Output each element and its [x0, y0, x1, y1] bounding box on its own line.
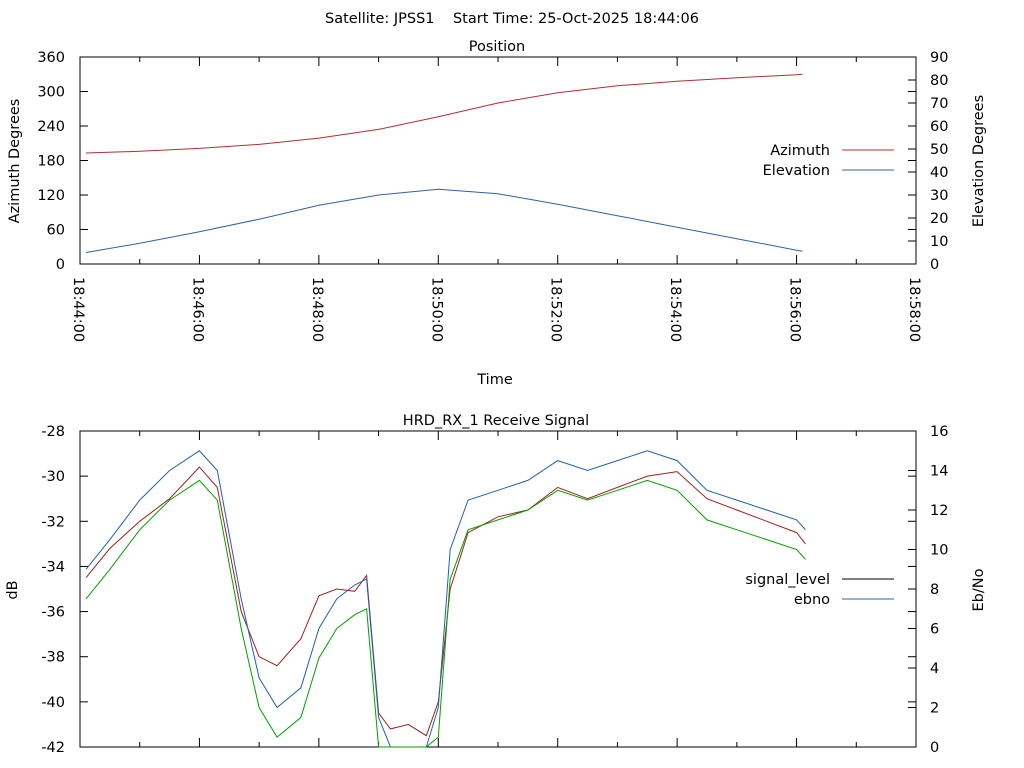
- y-tick-label: 180: [37, 154, 65, 170]
- legend-azimuth-label: Azimuth: [770, 143, 830, 159]
- y-tick-label: -34: [41, 559, 65, 575]
- legend-signal-level-label: signal_level: [745, 572, 830, 588]
- y-tick-label: -30: [41, 469, 65, 485]
- y2-tick-label: 14: [930, 464, 948, 480]
- signal-panel: HRD_RX_1 Receive Signal -42-40-38-36-34-…: [5, 413, 987, 756]
- y-tick-label: 120: [37, 188, 65, 204]
- position-y2-label: Elevation Degrees: [971, 95, 987, 227]
- y-tick-label: 240: [37, 119, 65, 135]
- y-tick-label: -36: [41, 605, 65, 621]
- position-x-label: Time: [476, 372, 513, 388]
- signal-series: [85, 450, 806, 748]
- legend-elevation-label: Elevation: [763, 163, 830, 179]
- signal-y2-ticks: 0 2 4 6 8 10 12 14 16: [908, 424, 948, 756]
- y2-tick-label: 8: [930, 582, 939, 598]
- x-tick-label: 18:48:00: [309, 277, 325, 342]
- y2-tick-label: 40: [930, 165, 948, 181]
- y2-tick-label: 12: [930, 503, 948, 519]
- position-y-ticks: 0 60 120 180 240 300 360: [37, 50, 916, 273]
- series-line-elevation: [85, 188, 803, 253]
- y2-tick-label: 50: [930, 142, 948, 158]
- position-plot-frame: [79, 56, 917, 265]
- y2-tick-label: 70: [930, 96, 948, 112]
- x-tick-label: 18:44:00: [70, 277, 86, 342]
- position-title: Position: [469, 39, 525, 55]
- y2-tick-label: 60: [930, 119, 948, 135]
- y2-tick-label: 20: [930, 211, 948, 227]
- y-tick-label: 360: [37, 50, 65, 66]
- x-tick-label: 18:52:00: [548, 277, 564, 342]
- x-tick-label: 18:54:00: [667, 277, 683, 342]
- y2-tick-label: 10: [930, 543, 948, 559]
- signal-plot-frame: [79, 430, 917, 748]
- x-tick-label: 18:58:00: [906, 277, 922, 342]
- y-tick-label: -32: [41, 514, 65, 530]
- signal-y-ticks: -42 -40 -38 -36 -34 -32 -30 -28: [41, 424, 916, 756]
- series-line-azimuth: [85, 73, 803, 154]
- signal-y-label: dB: [5, 580, 21, 599]
- legend-ebno-label: ebno: [794, 592, 830, 608]
- position-legend: Azimuth Elevation: [763, 143, 894, 179]
- signal-legend: signal_level ebno: [745, 572, 894, 608]
- y2-tick-label: 30: [930, 188, 948, 204]
- y-tick-label: -38: [41, 650, 65, 666]
- position-y-label: Azimuth Degrees: [7, 99, 23, 224]
- y-tick-label: -40: [41, 695, 65, 711]
- x-tick-label: 18:56:00: [787, 277, 803, 342]
- signal-x-ticks: [79, 431, 917, 747]
- y2-tick-label: 80: [930, 73, 948, 89]
- y2-tick-label: 0: [930, 740, 939, 756]
- x-tick-label: 18:50:00: [428, 277, 444, 342]
- y2-tick-label: 10: [930, 234, 948, 250]
- signal-y2-label: Eb/No: [971, 568, 987, 611]
- y2-tick-label: 2: [930, 701, 939, 717]
- y-tick-label: 60: [47, 223, 65, 239]
- series-line-signal-level: [85, 466, 806, 737]
- header-title: Satellite: JPSS1 Start Time: 25-Oct-2025…: [325, 11, 699, 27]
- y2-tick-label: 16: [930, 424, 948, 440]
- position-y2-ticks: 0 10 20 30 40 50 60 70 80 90: [908, 50, 948, 273]
- series-line-ebno: [85, 450, 806, 748]
- y2-tick-label: 0: [930, 257, 939, 273]
- position-series: [85, 73, 803, 253]
- y-tick-label: -28: [41, 424, 65, 440]
- y-tick-label: 300: [37, 85, 65, 101]
- y-tick-label: -42: [41, 740, 65, 756]
- y2-tick-label: 4: [930, 661, 939, 677]
- signal-title: HRD_RX_1 Receive Signal: [403, 413, 589, 429]
- y-tick-label: 0: [56, 257, 65, 273]
- series-line-green-trace: [85, 479, 806, 748]
- y2-tick-label: 90: [930, 50, 948, 66]
- position-x-ticks: 18:44:00 18:46:00 18:48:00 18:50:00 18:52:00…: [70, 57, 922, 342]
- y2-tick-label: 6: [930, 622, 939, 638]
- position-panel: Position 0 60 120 180 240 300 360 0 10 20 30 40 50 6…: [7, 39, 987, 388]
- x-tick-label: 18:46:00: [189, 277, 205, 342]
